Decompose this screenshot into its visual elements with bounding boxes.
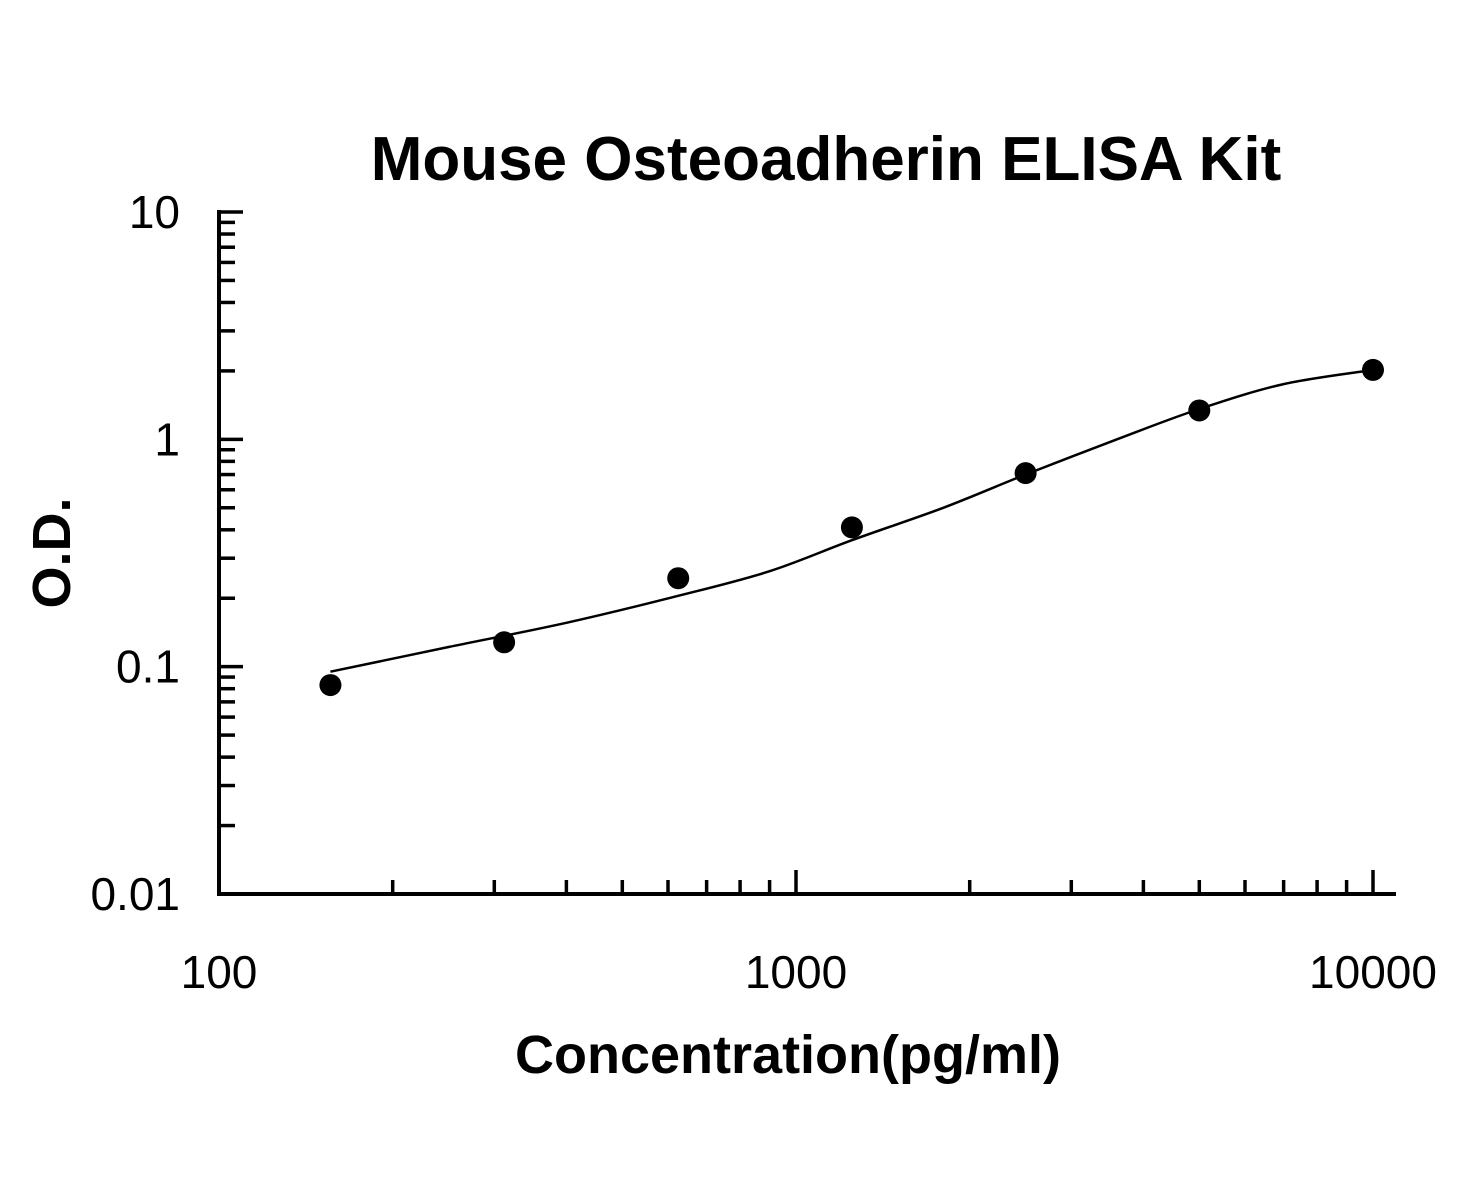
data-points bbox=[319, 358, 1384, 697]
y-tick-label: 1 bbox=[154, 413, 180, 465]
data-point bbox=[1188, 399, 1211, 422]
y-axis-ticks bbox=[219, 210, 243, 896]
y-tick-label: 0.1 bbox=[116, 641, 180, 693]
x-tick-label: 10000 bbox=[1309, 946, 1437, 998]
data-point bbox=[493, 631, 516, 654]
data-point bbox=[1014, 462, 1037, 485]
data-point bbox=[319, 674, 342, 697]
x-axis-ticks bbox=[390, 870, 1375, 894]
y-axis-tick-labels: 0.01 0.1 1 10 bbox=[90, 186, 180, 920]
data-point bbox=[840, 516, 863, 539]
data-point bbox=[667, 567, 690, 590]
y-axis-label: O.D. bbox=[22, 497, 82, 608]
y-tick-label: 10 bbox=[129, 186, 180, 238]
x-axis-tick-labels: 100 1000 10000 bbox=[181, 946, 1437, 998]
chart-title: Mouse Osteoadherin ELISA Kit bbox=[371, 125, 1282, 194]
data-point bbox=[1362, 358, 1384, 381]
x-tick-label: 1000 bbox=[745, 946, 847, 998]
x-tick-label: 100 bbox=[181, 946, 258, 998]
y-tick-label: 0.01 bbox=[90, 868, 180, 920]
x-axis-label: Concentration(pg/ml) bbox=[515, 1025, 1061, 1085]
